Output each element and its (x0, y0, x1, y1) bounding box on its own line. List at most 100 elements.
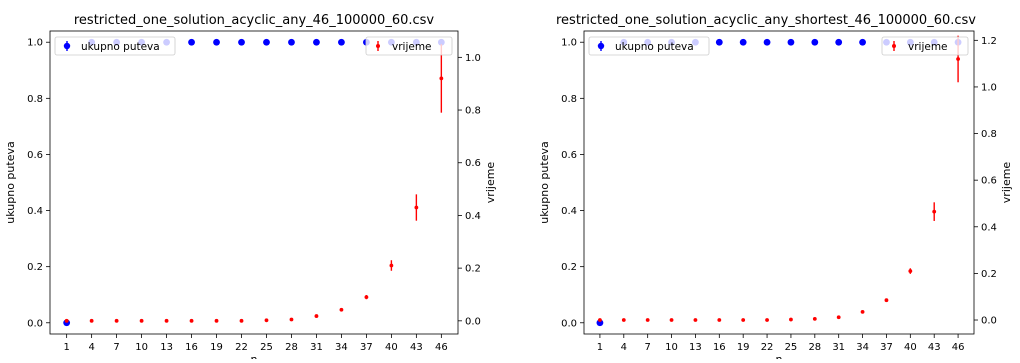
y-axis-label-left: ukupno puteva (4, 141, 17, 223)
x-tick-label: 13 (689, 342, 702, 353)
legend-swatch (892, 44, 896, 48)
chart-title: restricted_one_solution_acyclic_any_shor… (556, 13, 976, 28)
x-tick-label: 7 (644, 342, 650, 353)
data-point (89, 318, 94, 323)
data-point (765, 318, 769, 322)
y-tick-label-right: 0.6 (981, 176, 997, 187)
x-tick-label: 1 (63, 342, 69, 353)
x-tick-label: 4 (621, 342, 627, 353)
y-tick-label-left: 0.4 (27, 206, 43, 217)
x-tick-label: 7 (113, 342, 119, 353)
x-tick-label: 34 (856, 342, 869, 353)
y-tick-label-left: 0.4 (561, 206, 577, 217)
data-point (645, 318, 650, 322)
data-point (313, 38, 320, 46)
data-point (787, 38, 795, 46)
y-tick-label-left: 0.0 (561, 318, 577, 329)
data-point (669, 318, 674, 322)
x-tick-label: 34 (335, 342, 348, 353)
data-point (860, 309, 865, 314)
data-point (264, 318, 269, 323)
y-tick-label-right: 0.2 (981, 269, 997, 280)
chart-panel-right: restricted_one_solution_acyclic_any_shor… (538, 13, 1013, 363)
y-tick-label-right: 0.0 (981, 316, 997, 327)
y-axis-label-left: ukupno puteva (538, 141, 551, 223)
data-point (414, 205, 419, 210)
legend-box-left (588, 36, 710, 56)
x-tick-label: 40 (904, 342, 917, 353)
legend-label: ukupno puteva (615, 41, 694, 53)
x-tick-label: 31 (832, 342, 845, 353)
legend-box-right (881, 36, 969, 56)
data-point (884, 298, 889, 303)
x-tick-label: 10 (665, 342, 678, 353)
x-tick-label: 19 (737, 342, 750, 353)
x-tick-label: 31 (310, 342, 323, 353)
y-tick-label-right: 0.0 (465, 316, 481, 327)
y-tick-label-right: 1.2 (981, 36, 997, 47)
x-tick-label: 22 (235, 342, 248, 353)
data-point (811, 38, 819, 46)
y-tick-label-left: 0.6 (561, 150, 577, 161)
data-point (188, 38, 195, 46)
y-tick-label-right: 0.8 (465, 106, 481, 117)
data-point (596, 319, 604, 327)
data-point (932, 209, 937, 214)
legend-swatch (376, 44, 380, 48)
legend-box-right (365, 36, 453, 56)
data-point (238, 38, 245, 46)
data-point (621, 318, 626, 322)
data-point (114, 318, 119, 323)
y-tick-label-right: 0.2 (465, 264, 481, 275)
y-tick-label-left: 0.2 (561, 262, 577, 273)
x-tick-label: 37 (360, 342, 373, 353)
data-point (812, 316, 817, 321)
data-point (739, 38, 747, 46)
y-tick-label-left: 0.0 (27, 318, 43, 329)
data-point (908, 269, 913, 273)
y-tick-label-right: 0.8 (981, 129, 997, 140)
x-tick-label: 25 (260, 342, 273, 353)
data-point (64, 318, 69, 323)
y-tick-label-left: 1.0 (27, 38, 43, 49)
x-tick-label: 10 (135, 342, 148, 353)
x-tick-label: 37 (880, 342, 893, 353)
legend-box-left (54, 36, 176, 56)
data-point (715, 38, 723, 46)
x-tick-label: 19 (210, 342, 223, 353)
legend-label: vrijeme (908, 41, 948, 53)
data-point (289, 317, 294, 322)
y-axis-label-right: vrijeme (1000, 162, 1013, 204)
data-point (314, 314, 319, 318)
data-point (439, 76, 444, 81)
data-point (389, 263, 394, 268)
data-point (164, 318, 169, 323)
x-tick-label: 43 (928, 342, 941, 353)
data-point (139, 318, 144, 323)
data-point (956, 57, 960, 61)
data-point (339, 307, 344, 312)
y-tick-label-left: 0.8 (27, 94, 43, 105)
x-tick-label: 13 (160, 342, 173, 353)
x-tick-label: 28 (285, 342, 298, 353)
chart-panel-left: restricted_one_solution_acyclic_any_46_1… (4, 13, 497, 363)
data-point (693, 318, 698, 322)
chart-title: restricted_one_solution_acyclic_any_46_1… (74, 13, 435, 28)
data-point (239, 318, 244, 323)
data-point (214, 318, 219, 323)
plot-frame (49, 30, 459, 335)
x-tick-label: 4 (88, 342, 94, 353)
y-tick-label-right: 0.4 (981, 222, 997, 233)
x-tick-label: 25 (785, 342, 798, 353)
y-tick-label-left: 1.0 (561, 38, 577, 49)
x-tick-label: 43 (410, 342, 423, 353)
x-tick-label: 46 (435, 342, 448, 353)
x-tick-label: 46 (952, 342, 965, 353)
chart-marks: 1 4 7 10 13 16 19 22 25 28 31 34 37 40 43 46 n 0.0 0.2 0.4 0… (4, 36, 497, 363)
y-tick-label-left: 0.2 (27, 262, 43, 273)
y-tick-label-right: 0.6 (465, 158, 481, 169)
x-tick-label: 22 (761, 342, 774, 353)
y-tick-label-right: 1.0 (981, 82, 997, 93)
data-point (288, 38, 295, 46)
